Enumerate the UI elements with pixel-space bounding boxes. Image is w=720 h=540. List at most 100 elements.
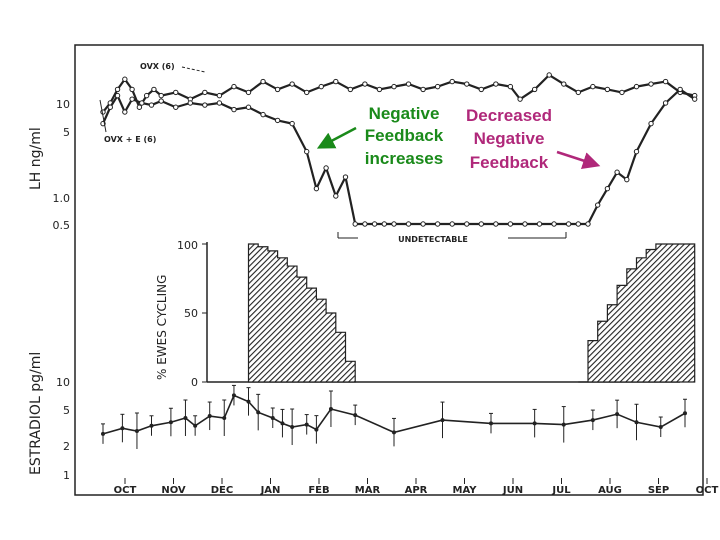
lh-data-point: [434, 221, 441, 227]
lh-data-point: [434, 83, 441, 90]
lh-data-point: [531, 86, 538, 93]
ovx-series-label: OVX (6): [140, 62, 175, 71]
estradiol-data-point: [353, 413, 358, 418]
estradiol-data-point: [634, 420, 639, 425]
estradiol-data-point: [149, 423, 154, 428]
estradiol-data-point: [280, 421, 285, 426]
figure-frame: [74, 44, 704, 496]
cycling-area-falling: [247, 243, 356, 383]
cycling-axis-title: % EWES CYCLING: [155, 275, 169, 380]
lh-data-point: [274, 86, 281, 93]
lh-data-point: [347, 86, 354, 93]
lh-data-point: [231, 106, 237, 113]
lh-data-point: [158, 98, 164, 104]
lh-data-point: [391, 221, 397, 227]
cycling-tick-label: 50: [184, 307, 198, 320]
lh-data-point: [546, 72, 552, 78]
lh-data-point: [245, 89, 252, 96]
lh-data-point: [245, 104, 252, 110]
lh-data-point: [614, 169, 620, 175]
lh-data-point: [274, 117, 281, 124]
lh-data-point: [677, 86, 683, 93]
lh-data-point: [551, 221, 557, 227]
lh-data-point: [575, 221, 581, 227]
estradiol-data-point: [392, 430, 396, 435]
ovx-e-label-leader: [99, 99, 107, 133]
lh-data-point: [148, 102, 155, 108]
lh-data-point: [662, 78, 669, 85]
estradiol-data-point: [231, 393, 236, 398]
estradiol-data-point: [183, 416, 188, 421]
lh-series-ovx: [100, 72, 698, 115]
lh-data-point: [376, 86, 383, 93]
ovx-label-leader: [181, 66, 206, 73]
lh-data-point: [216, 100, 223, 106]
lh-data-point: [624, 176, 630, 183]
estradiol-data-point: [658, 425, 663, 430]
estradiol-series: [101, 384, 687, 449]
lh-data-point: [405, 221, 412, 227]
lh-data-point: [114, 86, 121, 93]
lh-data-point: [187, 100, 194, 106]
lh-data-point: [129, 96, 135, 102]
lh-data-point: [464, 221, 470, 227]
lh-data-point: [173, 104, 179, 110]
lh-data-point: [333, 193, 339, 199]
estradiol-data-point: [314, 427, 319, 432]
lh-data-point: [449, 78, 455, 85]
annotation-left-line2: Feedback: [365, 126, 444, 145]
estradiol-data-point: [134, 428, 139, 433]
estradiol-data-point: [290, 425, 295, 430]
lh-data-point: [420, 221, 426, 227]
estradiol-data-point: [207, 414, 212, 419]
annotation-left-line1: Negative: [369, 104, 440, 123]
lh-data-point: [478, 221, 484, 227]
annotation-right-line2: Negative: [474, 129, 545, 148]
cycling-area-rising: [578, 243, 696, 383]
lh-data-point: [158, 92, 164, 99]
estradiol-data-point: [120, 426, 125, 431]
estradiol-data-point: [193, 423, 198, 428]
month-tick-label: MAY: [453, 485, 478, 496]
lh-data-point: [619, 89, 625, 96]
cycling-areas: [247, 243, 696, 383]
month-tick-label: JUN: [502, 485, 523, 496]
estradiol-data-point: [683, 411, 687, 416]
lh-data-point: [122, 109, 128, 115]
lh-data-point: [260, 78, 266, 85]
lh-data-point: [604, 86, 611, 93]
ovx-line: [102, 73, 695, 113]
month-tick-label: JUL: [551, 485, 571, 496]
lh-data-point: [633, 148, 640, 155]
lh-data-point: [575, 89, 581, 96]
lh-panel: LH ng/ml 10 5 1.0 0.5 OVX (6) OVX + E (6…: [28, 62, 698, 244]
estradiol-data-point: [440, 418, 445, 423]
lh-data-point: [304, 89, 310, 96]
lh-data-point: [151, 86, 157, 93]
estradiol-data-point: [304, 422, 309, 427]
lh-data-point: [585, 221, 591, 227]
lh-data-point: [289, 81, 295, 87]
lh-tick-label: 1.0: [53, 192, 71, 205]
lh-data-point: [595, 202, 601, 208]
lh-data-point: [371, 221, 378, 227]
lh-data-point: [590, 83, 596, 90]
lh-data-point: [604, 185, 611, 192]
lh-data-point: [381, 221, 387, 227]
lh-data-point: [362, 221, 368, 227]
lh-data-point: [114, 92, 121, 99]
lh-data-point: [231, 83, 237, 90]
lh-tick-label: 10: [56, 98, 70, 111]
lh-tick-label: 5: [63, 126, 70, 139]
lh-axis-title: LH ng/ml: [28, 127, 44, 190]
lh-data-point: [323, 165, 329, 171]
cycling-panel: 100 50 0 % EWES CYCLING: [155, 239, 696, 389]
magenta-arrow: [556, 150, 601, 169]
lh-data-point: [648, 120, 654, 127]
lh-data-point: [561, 81, 567, 87]
estradiol-data-point: [532, 421, 537, 426]
month-tick-label: FEB: [308, 485, 329, 496]
estradiol-data-point: [615, 412, 620, 417]
lh-data-point: [260, 111, 266, 118]
